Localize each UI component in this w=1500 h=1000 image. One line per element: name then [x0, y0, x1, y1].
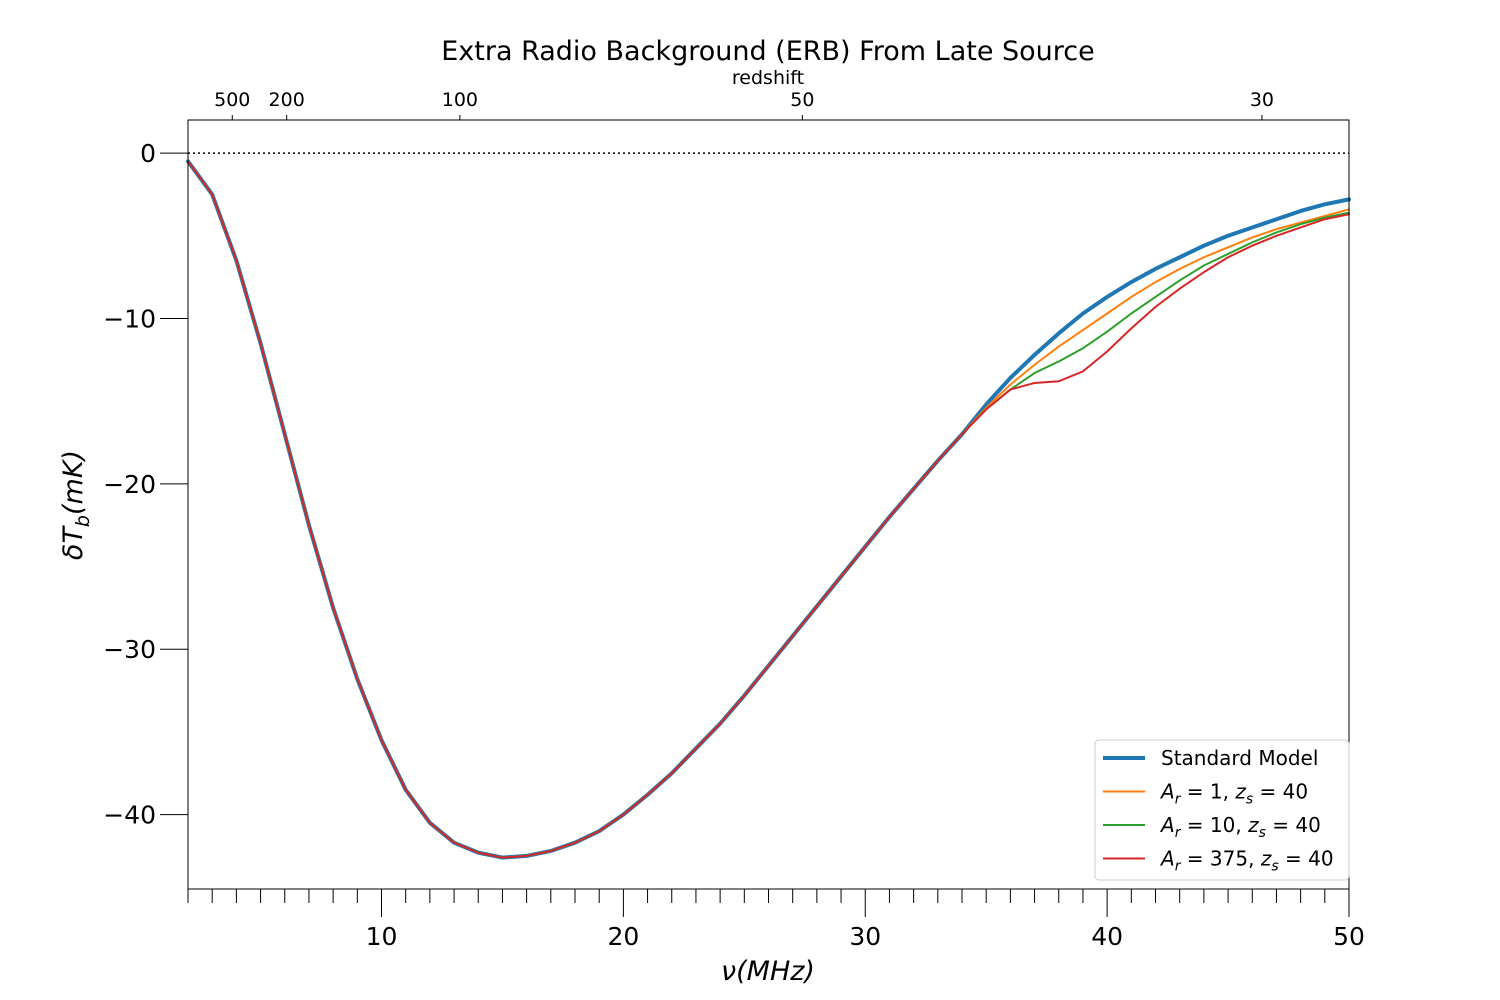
x-tick-label: 40	[1091, 922, 1123, 951]
top-tick-label: 100	[442, 89, 478, 111]
y-label-rest: (mK)	[58, 450, 89, 515]
legend-box	[1094, 739, 1350, 881]
y-tick-label: 0	[140, 139, 156, 168]
y-label-sub: b	[72, 515, 94, 527]
x-tick-label: 30	[849, 922, 881, 951]
y-axis-label: δTb(mK)	[58, 450, 94, 560]
x-tick-label: 20	[607, 922, 639, 951]
top-tick-label: 50	[790, 89, 814, 111]
top-tick-label: 30	[1250, 89, 1274, 111]
x-axis-label: ν(MHz)	[721, 956, 815, 987]
top-axis-label: redshift	[732, 67, 804, 89]
y-tick-label: −40	[103, 801, 156, 830]
legend-label-3: Ar = 375, zs = 40	[1159, 847, 1334, 875]
legend: Standard Model Ar = 1, zs = 40 Ar = 10, zs…	[1094, 739, 1350, 881]
y-label-main: δT	[58, 525, 89, 561]
y-tick-label: −10	[103, 304, 156, 333]
y-tick-label: −20	[103, 470, 156, 499]
chart-title: Extra Radio Background (ERB) From Late S…	[441, 36, 1095, 67]
legend-label-2: Ar = 10, zs = 40	[1159, 813, 1321, 841]
series-line-3	[187, 160, 1350, 859]
x-tick-label: 10	[366, 922, 398, 951]
legend-label-1: Ar = 1, zs = 40	[1159, 780, 1308, 808]
plot-area	[186, 152, 1351, 860]
x-tick-label: 50	[1333, 922, 1365, 951]
top-tick-label: 200	[269, 89, 305, 111]
legend-label-0: Standard Model	[1161, 746, 1318, 770]
y-tick-label: −30	[103, 635, 156, 664]
top-tick-label: 500	[214, 89, 250, 111]
